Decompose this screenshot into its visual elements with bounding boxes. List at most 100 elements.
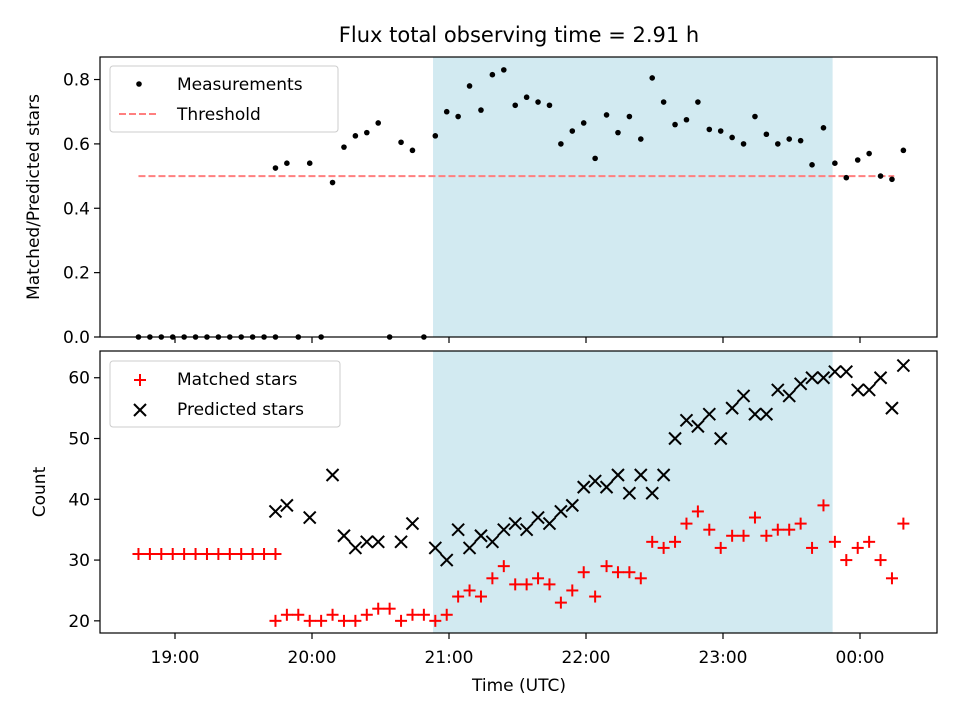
measurement-point — [786, 136, 793, 142]
predicted-star-point — [519, 522, 534, 537]
measurement-point — [284, 160, 290, 167]
chart-title: Flux total observing time = 2.91 h — [339, 23, 699, 47]
measurement-point — [592, 155, 598, 162]
predicted-star-point — [816, 371, 831, 385]
matched-star-point — [840, 554, 853, 567]
measurement-point — [889, 176, 895, 183]
measurement-point — [900, 147, 907, 154]
top-legend-box — [109, 65, 339, 133]
matched-star-point — [760, 529, 773, 542]
predicted-star-point — [714, 431, 728, 446]
matched-star-point — [235, 547, 248, 560]
predicted-star-point — [634, 468, 648, 482]
measurement-point — [729, 134, 735, 141]
matched-star-point — [200, 547, 213, 560]
measurement-point — [775, 141, 781, 147]
measurement-point — [364, 129, 370, 136]
y-tick-label: 0.0 — [63, 328, 90, 348]
x-tick-label: 19:00 — [151, 648, 200, 668]
matched-star-point — [417, 608, 430, 621]
matched-star-point — [383, 602, 396, 615]
predicted-star-point — [451, 522, 465, 537]
matched-star-point — [463, 584, 476, 597]
predicted-star-point — [679, 413, 694, 427]
matched-star-point — [223, 547, 236, 560]
measurement-point — [866, 150, 872, 157]
predicted-star-point — [725, 401, 739, 415]
y-tick-label: 0.4 — [63, 199, 90, 219]
measurement-point — [478, 107, 484, 113]
measurement-point — [752, 113, 758, 120]
matched-star-point — [360, 608, 373, 621]
predicted-star-point — [668, 431, 682, 446]
matched-star-point — [817, 499, 830, 512]
predicted-star-point — [885, 401, 899, 415]
measurement-point — [615, 129, 621, 136]
matched-star-point — [440, 608, 453, 621]
measurement-point — [455, 113, 461, 120]
predicted-star-point — [371, 535, 385, 549]
legend-predicted-label: Predicted stars — [177, 400, 304, 420]
measurement-point — [740, 141, 747, 147]
predicted-star-point — [565, 498, 580, 513]
matched-star-point — [771, 523, 784, 536]
predicted-star-point — [748, 407, 762, 421]
top-panel: 0.00.20.40.60.8 Matched/Predicted stars … — [24, 56, 938, 348]
matched-star-point — [737, 529, 750, 542]
matched-star-point — [623, 566, 636, 579]
predicted-star-point — [542, 516, 557, 531]
measurement-point — [558, 141, 564, 147]
bottom-axes-frame — [99, 350, 938, 634]
predicted-star-point — [485, 535, 500, 549]
predicted-star-point — [508, 516, 522, 531]
matched-star-point — [520, 578, 533, 591]
predicted-star-point — [337, 529, 351, 543]
matched-star-point — [680, 517, 693, 530]
x-tick-label: 20:00 — [288, 648, 337, 668]
matched-star-point — [509, 578, 522, 591]
measurement-point — [546, 102, 553, 109]
predicted-star-point — [896, 358, 911, 373]
legend-measurements-marker — [136, 81, 142, 87]
x-tick-label: 21:00 — [425, 648, 474, 668]
predicted-star-point — [360, 535, 374, 549]
matched-star-point — [691, 505, 704, 518]
predicted-star-point — [691, 419, 705, 434]
matched-star-point — [292, 608, 305, 621]
matched-star-point — [429, 614, 442, 627]
predicted-star-point — [428, 541, 443, 555]
matched-star-point — [863, 535, 876, 548]
predicted-star-point — [268, 504, 283, 519]
measurement-point — [409, 147, 416, 154]
predicted-star-point — [280, 498, 294, 513]
predicted-star-point — [554, 504, 568, 519]
predicted-star-point — [702, 407, 717, 421]
matched-star-point — [269, 547, 282, 560]
matched-star-point — [406, 608, 419, 621]
predicted-star-point — [873, 371, 888, 385]
matched-star-point — [897, 517, 910, 530]
predicted-star-point — [497, 522, 511, 537]
top-highlight-region — [433, 57, 833, 337]
bottom-legend-box — [109, 360, 341, 428]
matched-star-point — [589, 590, 602, 603]
measurement-point — [466, 83, 473, 89]
matched-star-point — [452, 590, 465, 603]
measurement-point — [626, 113, 633, 120]
predicted-star-point — [828, 364, 842, 379]
top-axes-frame — [99, 56, 938, 338]
matched-star-point — [874, 554, 887, 567]
measurement-point — [763, 131, 770, 138]
matched-star-point — [246, 547, 259, 560]
legend-measurements-label: Measurements — [177, 75, 303, 95]
measurement-point — [683, 116, 690, 123]
matched-star-point — [851, 541, 864, 554]
predicted-star-point — [531, 510, 545, 525]
predicted-star-point — [771, 383, 785, 397]
measurement-point — [501, 67, 507, 73]
matched-star-point — [189, 547, 202, 560]
matched-star-point — [372, 602, 385, 615]
matched-star-point — [143, 547, 156, 560]
y-tick-label: 30 — [68, 551, 90, 571]
predicted-star-point — [839, 364, 854, 379]
